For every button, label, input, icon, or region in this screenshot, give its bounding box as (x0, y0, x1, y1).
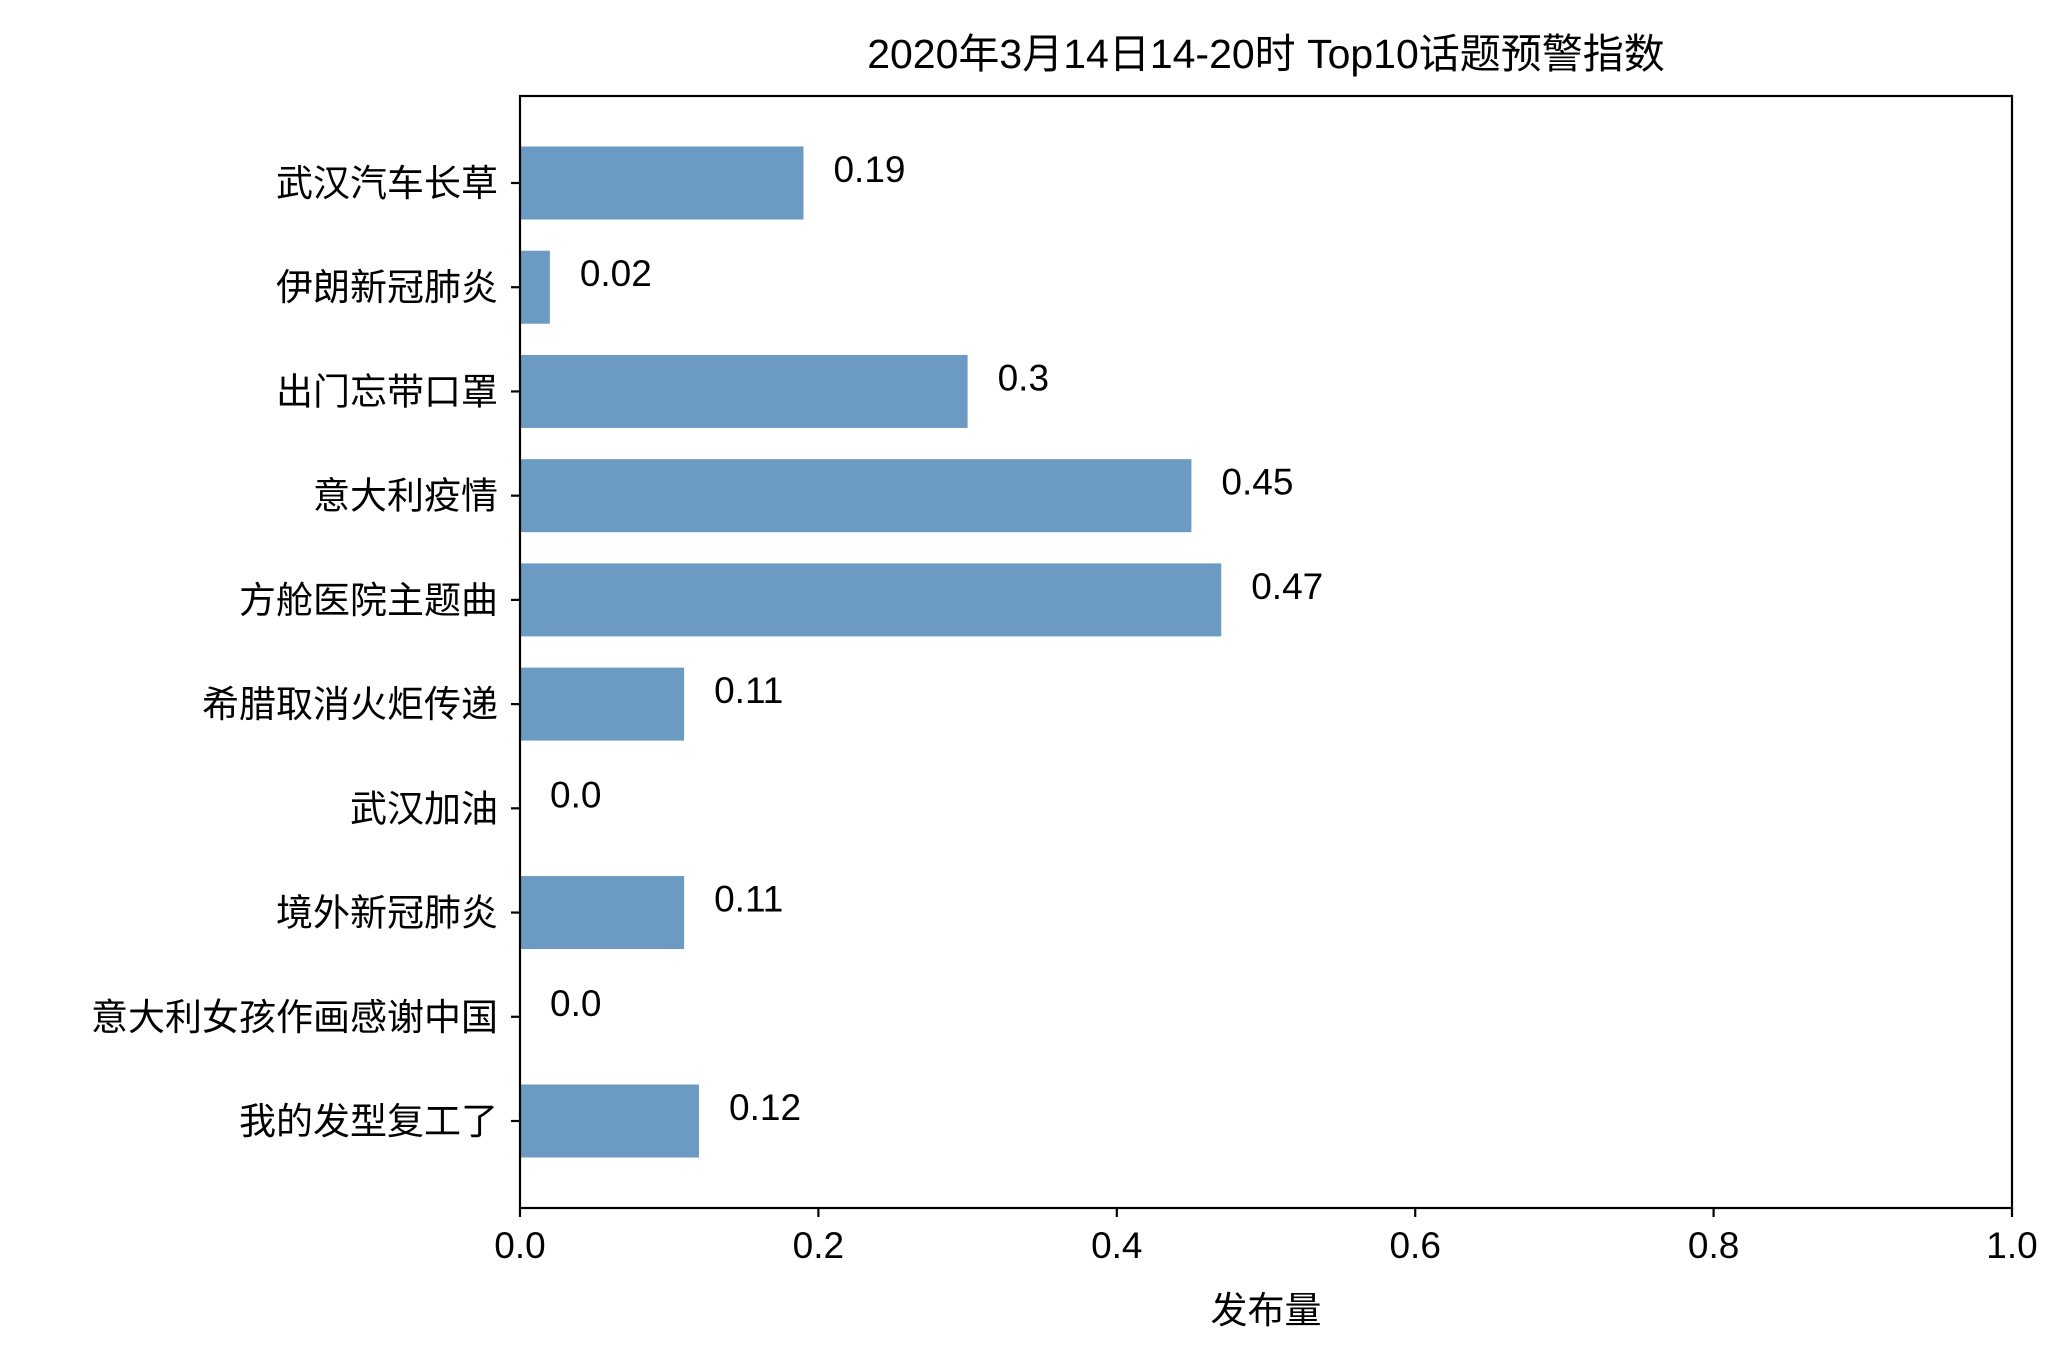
plot-frame (518, 94, 2014, 1210)
bar-5 (520, 667, 685, 741)
x-axis: 0.0 0.2 0.4 0.6 0.8 1.0 (494, 1208, 2038, 1266)
value-label-1: 0.02 (580, 253, 652, 294)
value-label-6: 0.0 (550, 774, 601, 815)
x-tick-label-5: 1.0 (1986, 1225, 2037, 1266)
y-tick-label-5: 希腊取消火炬传递 (202, 684, 498, 725)
value-label-4: 0.47 (1251, 566, 1323, 607)
value-label-7: 0.11 (714, 879, 783, 920)
x-axis-label: 发布量 (1211, 1290, 1322, 1331)
x-tick-label-0: 0.0 (494, 1225, 545, 1266)
y-tick-label-8: 意大利女孩作画感谢中国 (91, 997, 498, 1038)
bar-0 (520, 146, 804, 220)
value-labels-layer: 0.19 0.02 0.3 0.45 0.47 0.11 0.0 0.11 0.0 0.12 (550, 149, 1323, 1128)
x-tick-label-4: 0.8 (1688, 1225, 1739, 1266)
value-label-0: 0.19 (833, 149, 905, 190)
y-tick-label-9: 我的发型复工了 (239, 1101, 498, 1142)
y-tick-label-7: 境外新冠肺炎 (276, 893, 498, 934)
y-axis: 武汉汽车长草伊朗新冠肺炎出门忘带口罩意大利疫情方舱医院主题曲希腊取消火炬传递武汉… (91, 163, 520, 1142)
value-label-3: 0.45 (1221, 462, 1293, 503)
bar-1 (520, 250, 550, 324)
x-tick-label-1: 0.2 (793, 1225, 844, 1266)
bar-4 (520, 563, 1222, 637)
bar-7 (520, 876, 685, 950)
bar-9 (520, 1084, 700, 1158)
y-tick-label-4: 方舱医院主题曲 (239, 580, 498, 621)
y-tick-label-6: 武汉加油 (350, 788, 498, 829)
bar-3 (520, 459, 1192, 533)
bar-2 (520, 354, 968, 428)
y-tick-label-1: 伊朗新冠肺炎 (276, 267, 498, 308)
x-tick-label-2: 0.4 (1091, 1225, 1142, 1266)
value-label-9: 0.12 (729, 1087, 801, 1128)
x-tick-label-3: 0.6 (1389, 1225, 1440, 1266)
value-label-5: 0.11 (714, 670, 783, 711)
bars-layer (520, 146, 1222, 1158)
y-tick-label-3: 意大利疫情 (313, 476, 498, 517)
value-label-8: 0.0 (550, 983, 601, 1024)
y-tick-label-0: 武汉汽车长草 (276, 163, 498, 204)
y-tick-label-2: 出门忘带口罩 (276, 371, 498, 412)
chart-title: 2020年3月14日14-20时 Top10话题预警指数 (867, 31, 1665, 77)
value-label-2: 0.3 (998, 357, 1049, 398)
